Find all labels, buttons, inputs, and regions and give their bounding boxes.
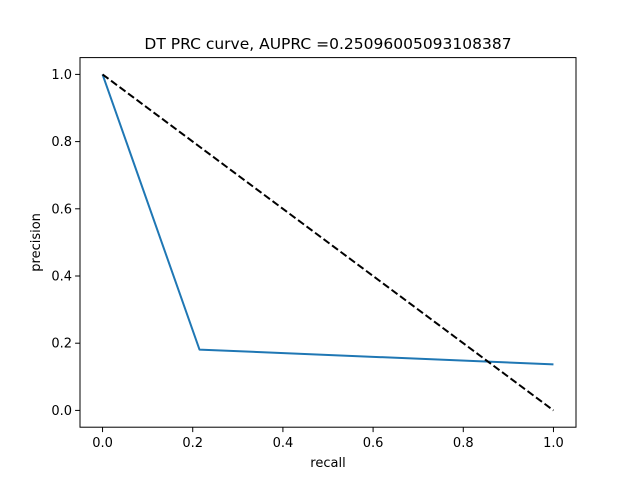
x-axis: 0.0 0.2 0.4 0.6 0.8 1.0 xyxy=(92,427,564,451)
y-tick-label: 0.0 xyxy=(51,404,72,419)
x-tick-label: 0.4 xyxy=(273,436,294,451)
plot-area xyxy=(101,73,555,412)
chart-title: DT PRC curve, AUPRC =0.25096005093108387 xyxy=(144,35,511,53)
x-tick-label: 0.6 xyxy=(363,436,384,451)
y-tick-label: 0.8 xyxy=(51,135,72,150)
y-axis-label: precision xyxy=(29,213,44,272)
x-axis-label: recall xyxy=(310,456,345,471)
x-tick-label: 0.8 xyxy=(453,436,474,451)
y-axis: 0.0 0.2 0.4 0.6 0.8 1.0 xyxy=(51,68,80,419)
series-line-1 xyxy=(101,74,554,366)
x-tick-label: 0.2 xyxy=(182,436,203,451)
series-line-2 xyxy=(101,73,555,412)
axes-frame xyxy=(79,57,577,428)
x-tick-label: 1.0 xyxy=(543,436,564,451)
x-tick-label: 0.0 xyxy=(92,436,113,451)
y-tick-label: 0.4 xyxy=(51,270,72,285)
y-tick-label: 0.6 xyxy=(51,202,72,217)
y-tick-label: 1.0 xyxy=(51,68,72,83)
y-tick-label: 0.2 xyxy=(51,337,72,352)
